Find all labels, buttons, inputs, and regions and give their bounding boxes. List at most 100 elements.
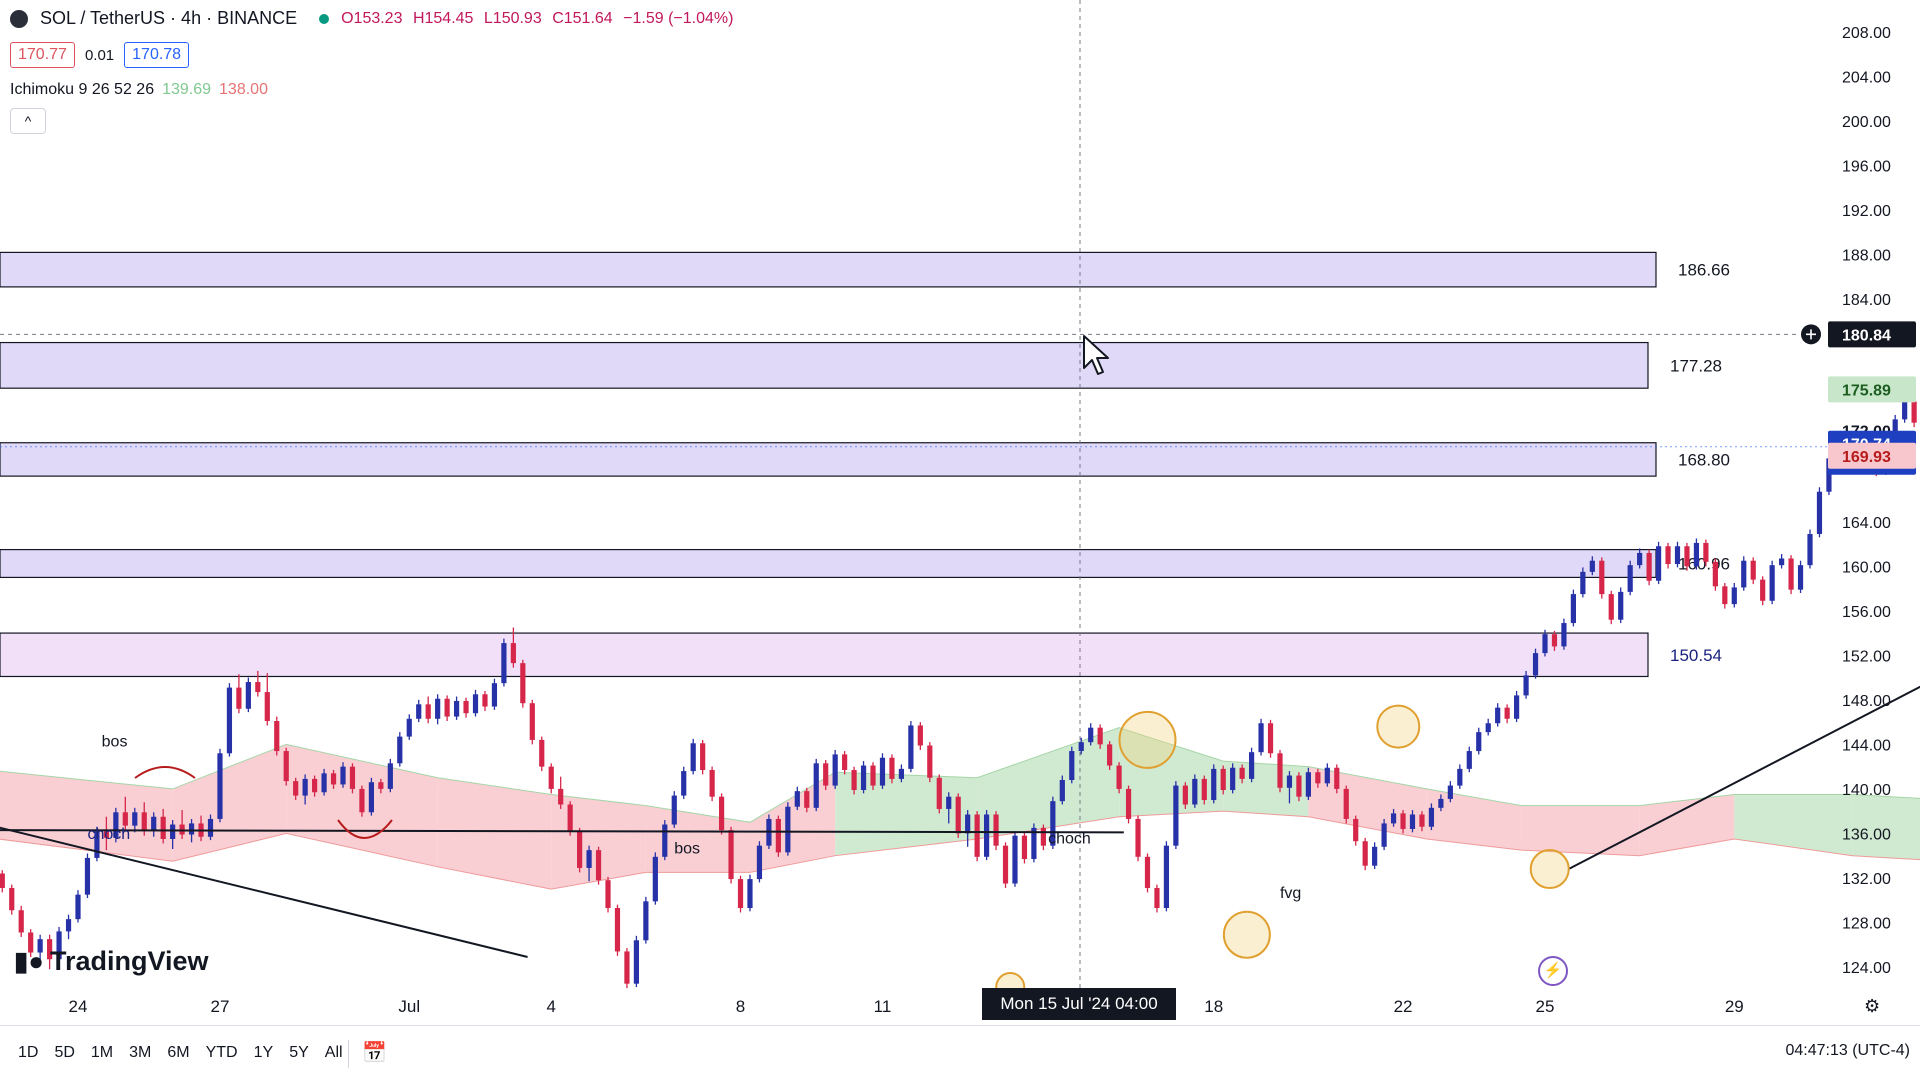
candle-body[interactable] xyxy=(368,782,374,813)
candle-body[interactable] xyxy=(1400,813,1406,829)
supply-demand-zone[interactable] xyxy=(0,442,1657,477)
candle-body[interactable] xyxy=(614,908,621,952)
candle-body[interactable] xyxy=(520,663,526,704)
indicator-legend[interactable]: Ichimoku 9 26 52 26 139.69 138.00 xyxy=(10,81,268,99)
candle-body[interactable] xyxy=(756,845,763,880)
candle-body[interactable] xyxy=(700,743,706,770)
candle-body[interactable] xyxy=(842,754,848,770)
candle-body[interactable] xyxy=(1466,751,1472,769)
candle-body[interactable] xyxy=(860,765,867,791)
candle-body[interactable] xyxy=(974,814,980,857)
candle-body[interactable] xyxy=(1665,546,1671,565)
candle-body[interactable] xyxy=(1599,560,1605,595)
candle-body[interactable] xyxy=(1230,767,1236,791)
candle-body[interactable] xyxy=(349,766,356,789)
candle-body[interactable] xyxy=(690,743,696,772)
candle-body[interactable] xyxy=(908,725,914,769)
candle-body[interactable] xyxy=(1107,744,1113,766)
candle-body[interactable] xyxy=(56,931,62,960)
candle-body[interactable] xyxy=(1826,458,1832,492)
candle-body[interactable] xyxy=(775,818,781,853)
bolt-icon[interactable]: ⚡ xyxy=(1538,956,1568,986)
candle-body[interactable] xyxy=(501,643,507,684)
candle-body[interactable] xyxy=(387,763,393,789)
timeframe-button-1d[interactable]: 1D xyxy=(18,1044,39,1061)
candle-body[interactable] xyxy=(1249,752,1255,779)
candle-body[interactable] xyxy=(965,814,971,834)
candle-body[interactable] xyxy=(879,757,886,786)
candle-body[interactable] xyxy=(1144,856,1151,888)
candle-body[interactable] xyxy=(1618,591,1624,620)
candle-body[interactable] xyxy=(312,778,318,793)
candle-body[interactable] xyxy=(870,765,876,786)
candle-body[interactable] xyxy=(1050,801,1056,846)
candle-body[interactable] xyxy=(103,831,109,838)
candle-body[interactable] xyxy=(1514,695,1520,719)
candle-body[interactable] xyxy=(1031,827,1037,860)
candle-body[interactable] xyxy=(946,796,952,809)
candle-body[interactable] xyxy=(1627,565,1633,592)
candle-body[interactable] xyxy=(1012,835,1018,884)
trendline[interactable] xyxy=(0,829,1124,834)
candle-body[interactable] xyxy=(1769,565,1775,601)
candle-body[interactable] xyxy=(340,766,346,785)
candle-body[interactable] xyxy=(889,757,895,779)
symbol-title[interactable]: SOL / TetherUS · 4h · BINANCE xyxy=(40,8,298,28)
timeframe-button-3m[interactable]: 3M xyxy=(129,1044,152,1061)
candle-body[interactable] xyxy=(9,887,15,911)
candle-body[interactable] xyxy=(65,919,72,932)
trendline[interactable] xyxy=(0,817,528,958)
candle-body[interactable] xyxy=(804,791,810,808)
candle-body[interactable] xyxy=(330,773,337,785)
candle-body[interactable] xyxy=(794,791,800,807)
candle-body[interactable] xyxy=(1305,772,1311,797)
candle-body[interactable] xyxy=(94,831,100,858)
candle-body[interactable] xyxy=(1078,742,1084,752)
candle-body[interactable] xyxy=(718,796,725,831)
candle-body[interactable] xyxy=(1741,560,1747,588)
candle-body[interactable] xyxy=(539,739,545,767)
candle-body[interactable] xyxy=(1163,845,1170,909)
candle-body[interactable] xyxy=(359,788,365,813)
calendar-icon[interactable]: 📅 xyxy=(362,1042,387,1064)
timeframe-button-1m[interactable]: 1M xyxy=(90,1044,114,1061)
candle-body[interactable] xyxy=(1173,785,1179,846)
candle-body[interactable] xyxy=(1760,579,1766,601)
candle-body[interactable] xyxy=(567,804,573,832)
candle-body[interactable] xyxy=(28,932,34,953)
candle-body[interactable] xyxy=(1438,798,1444,808)
candle-body[interactable] xyxy=(217,753,223,819)
candle-body[interactable] xyxy=(1457,768,1463,786)
candle-body[interactable] xyxy=(813,763,819,808)
candle-body[interactable] xyxy=(1731,587,1737,605)
candle-body[interactable] xyxy=(472,694,479,714)
candle-body[interactable] xyxy=(1693,542,1700,567)
candle-body[interactable] xyxy=(425,704,431,719)
candle-body[interactable] xyxy=(823,763,829,786)
timeframe-button-5y[interactable]: 5Y xyxy=(289,1044,309,1061)
candle-body[interactable] xyxy=(170,824,176,839)
candle-body[interactable] xyxy=(1722,586,1728,605)
highlight-circle[interactable] xyxy=(1118,710,1177,769)
timeframe-button-1y[interactable]: 1Y xyxy=(253,1044,274,1061)
candle-body[interactable] xyxy=(983,814,990,857)
candle-body[interactable] xyxy=(1211,768,1217,801)
candle-body[interactable] xyxy=(1589,560,1595,572)
candle-body[interactable] xyxy=(1334,767,1340,789)
candle-body[interactable] xyxy=(955,796,961,834)
price-chart[interactable]: 186.66177.28168.80160.96150.54boschochbo… xyxy=(0,0,1920,1025)
candle-body[interactable] xyxy=(207,818,214,837)
candle-body[interactable] xyxy=(1220,768,1226,791)
candle-body[interactable] xyxy=(1788,558,1794,590)
candle-body[interactable] xyxy=(624,951,630,984)
candle-body[interactable] xyxy=(302,778,308,796)
collapse-legend-button[interactable]: ^ xyxy=(10,108,46,134)
candle-body[interactable] xyxy=(1608,594,1614,620)
candle-body[interactable] xyxy=(151,816,157,832)
candle-body[interactable] xyxy=(1674,546,1681,565)
candle-body[interactable] xyxy=(435,698,441,719)
candle-body[interactable] xyxy=(378,782,384,789)
candle-body[interactable] xyxy=(1201,778,1207,801)
candle-body[interactable] xyxy=(18,910,24,933)
candle-body[interactable] xyxy=(586,850,592,868)
